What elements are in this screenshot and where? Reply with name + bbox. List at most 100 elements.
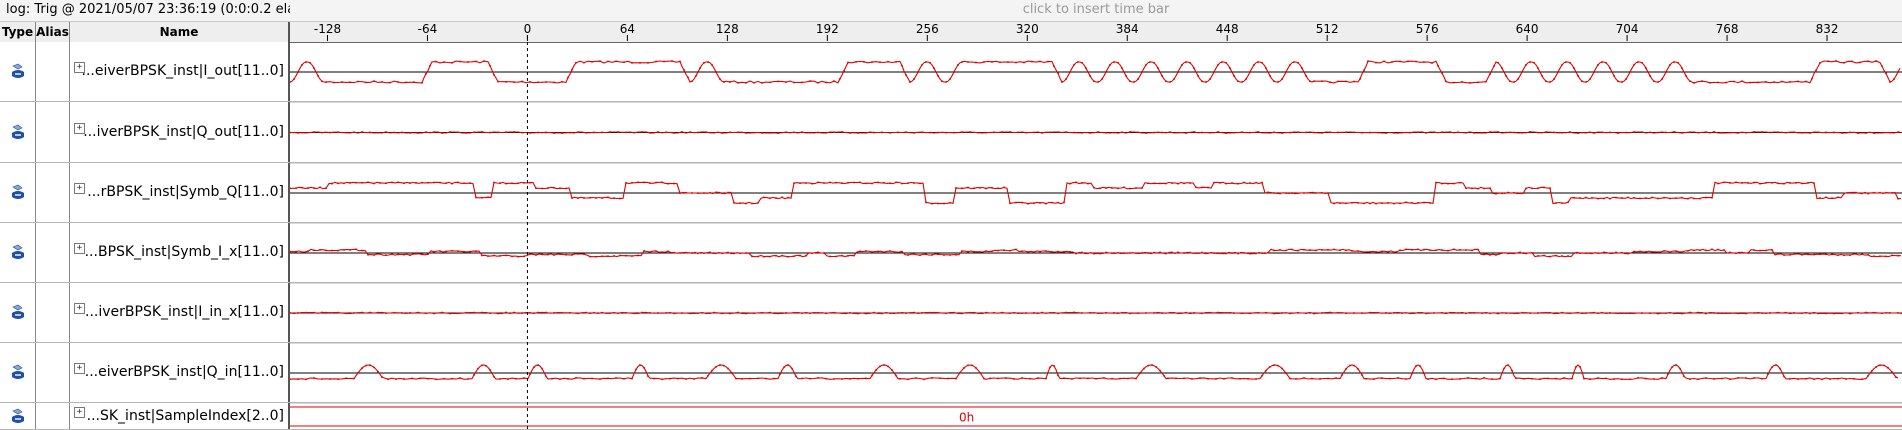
signal-name-cell[interactable]: + ...SK_inst|SampleIndex[2..0]: [70, 403, 290, 429]
signal-alias-cell[interactable]: [36, 403, 70, 429]
sample-point: [439, 181, 441, 184]
expand-bus-icon[interactable]: +: [74, 122, 85, 134]
sample-point: [1265, 311, 1267, 314]
sample-point: [1435, 378, 1437, 381]
signal-alias-cell[interactable]: [36, 102, 70, 162]
signal-name-cell[interactable]: + ...iverBPSK_inst|I_in_x[11..0]: [70, 283, 290, 342]
sample-markers: [290, 311, 1899, 315]
sample-point: [533, 366, 535, 369]
time-bar-insert-area[interactable]: click to insert time bar: [1022, 2, 1170, 17]
sample-point: [967, 250, 969, 253]
sample-point: [1281, 367, 1283, 370]
column-header-name[interactable]: Name: [70, 22, 290, 42]
signal-name-cell[interactable]: + ...rBPSK_inst|Symb_Q[11..0]: [70, 163, 290, 222]
sample-point: [1841, 132, 1843, 134]
sample-point: [1381, 202, 1383, 204]
sample-point: [463, 182, 465, 185]
waveform-panel[interactable]: -128 -64 0 64 128 192 256 320 384 448 512 576 640 704…: [290, 0, 1902, 430]
sample-point: [673, 312, 675, 315]
expand-bus-icon[interactable]: +: [74, 406, 85, 418]
bus-signal-icon: [9, 408, 27, 426]
signal-row[interactable]: + ...rBPSK_inst|Symb_Q[11..0]: [0, 163, 1902, 223]
column-header-type[interactable]: Type: [0, 22, 36, 42]
signal-alias-cell[interactable]: [36, 163, 70, 222]
sample-point: [391, 181, 393, 184]
sample-point: [313, 311, 315, 314]
sample-point: [1457, 312, 1459, 314]
sample-point: [443, 61, 445, 63]
signal-alias-cell[interactable]: [36, 42, 70, 101]
sample-point: [731, 372, 733, 374]
expand-bus-icon[interactable]: +: [74, 243, 85, 254]
sample-point: [1255, 181, 1257, 184]
signal-name-cell[interactable]: + ...BPSK_inst|Symb_I_x[11..0]: [70, 223, 290, 282]
sample-point: [1497, 312, 1499, 315]
signal-alias-cell[interactable]: [36, 343, 70, 402]
sample-point: [1825, 196, 1827, 199]
expand-bus-icon[interactable]: +: [74, 363, 85, 374]
sample-point: [989, 377, 991, 380]
sample-point: [1609, 197, 1611, 200]
sample-point: [929, 311, 931, 314]
sample-point: [873, 131, 875, 134]
expand-bus-icon[interactable]: +: [74, 62, 85, 73]
sample-point: [505, 254, 507, 257]
sample-point: [1001, 131, 1003, 133]
sample-point: [1665, 131, 1667, 134]
sample-point: [1601, 131, 1603, 134]
sample-point: [1781, 80, 1783, 83]
sample-point: [565, 253, 567, 256]
sample-point: [1385, 312, 1387, 314]
sample-point: [1481, 312, 1483, 314]
sample-point: [1443, 377, 1445, 380]
sample-point: [1625, 131, 1627, 134]
signal-name-cell[interactable]: + ...iverBPSK_inst|Q_out[11..0]: [70, 102, 290, 162]
sample-point: [1609, 312, 1611, 314]
sample-point: [1225, 61, 1227, 64]
signal-name-cell[interactable]: + ...eiverBPSK_inst|I_out[11..0]: [70, 42, 290, 101]
sample-point: [1825, 253, 1827, 255]
sample-point: [317, 75, 319, 77]
sample-point: [1057, 72, 1059, 74]
sample-point: [1053, 65, 1055, 68]
signal-name-cell[interactable]: + ...eiverBPSK_inst|Q_in[11..0]: [70, 343, 290, 402]
signal-alias-cell[interactable]: [36, 283, 70, 342]
sample-point: [983, 61, 985, 63]
signal-alias-cell[interactable]: [36, 223, 70, 282]
sample-point: [925, 201, 927, 204]
sample-point: [1689, 131, 1691, 133]
expand-bus-icon[interactable]: +: [74, 183, 85, 194]
sample-point: [511, 255, 513, 258]
sample-point: [1065, 311, 1067, 314]
sample-point: [1885, 255, 1887, 258]
expand-bus-icon[interactable]: +: [74, 303, 85, 314]
sample-point: [1219, 182, 1221, 184]
sample-point: [1879, 255, 1881, 258]
sample-point: [639, 61, 641, 64]
sample-point: [1081, 251, 1083, 254]
column-header-alias[interactable]: Alias: [36, 22, 70, 42]
sample-point: [1093, 80, 1095, 83]
sample-point: [403, 378, 405, 380]
sample-point: [1689, 80, 1691, 83]
sample-point: [493, 254, 495, 257]
sample-point: [1375, 202, 1377, 205]
sample-point: [1681, 67, 1683, 69]
sample-point: [969, 311, 971, 314]
signal-row[interactable]: + ...eiverBPSK_inst|Q_in[11..0]: [0, 343, 1902, 403]
sample-point: [1327, 377, 1329, 380]
sample-point: [1449, 131, 1451, 133]
sample-point: [1273, 312, 1275, 315]
sample-point: [1313, 131, 1315, 134]
sample-point: [1417, 248, 1419, 251]
sample-point: [901, 64, 903, 67]
sample-point: [601, 255, 603, 258]
sample-point: [1321, 249, 1323, 251]
sample-point: [745, 252, 747, 254]
sample-point: [1729, 312, 1731, 315]
sample-point: [833, 80, 835, 82]
sample-point: [1327, 192, 1329, 194]
sample-point: [1561, 202, 1563, 204]
sample-point: [1579, 366, 1581, 368]
signal-row[interactable]: + ...BPSK_inst|Symb_I_x[11..0]: [0, 223, 1902, 283]
